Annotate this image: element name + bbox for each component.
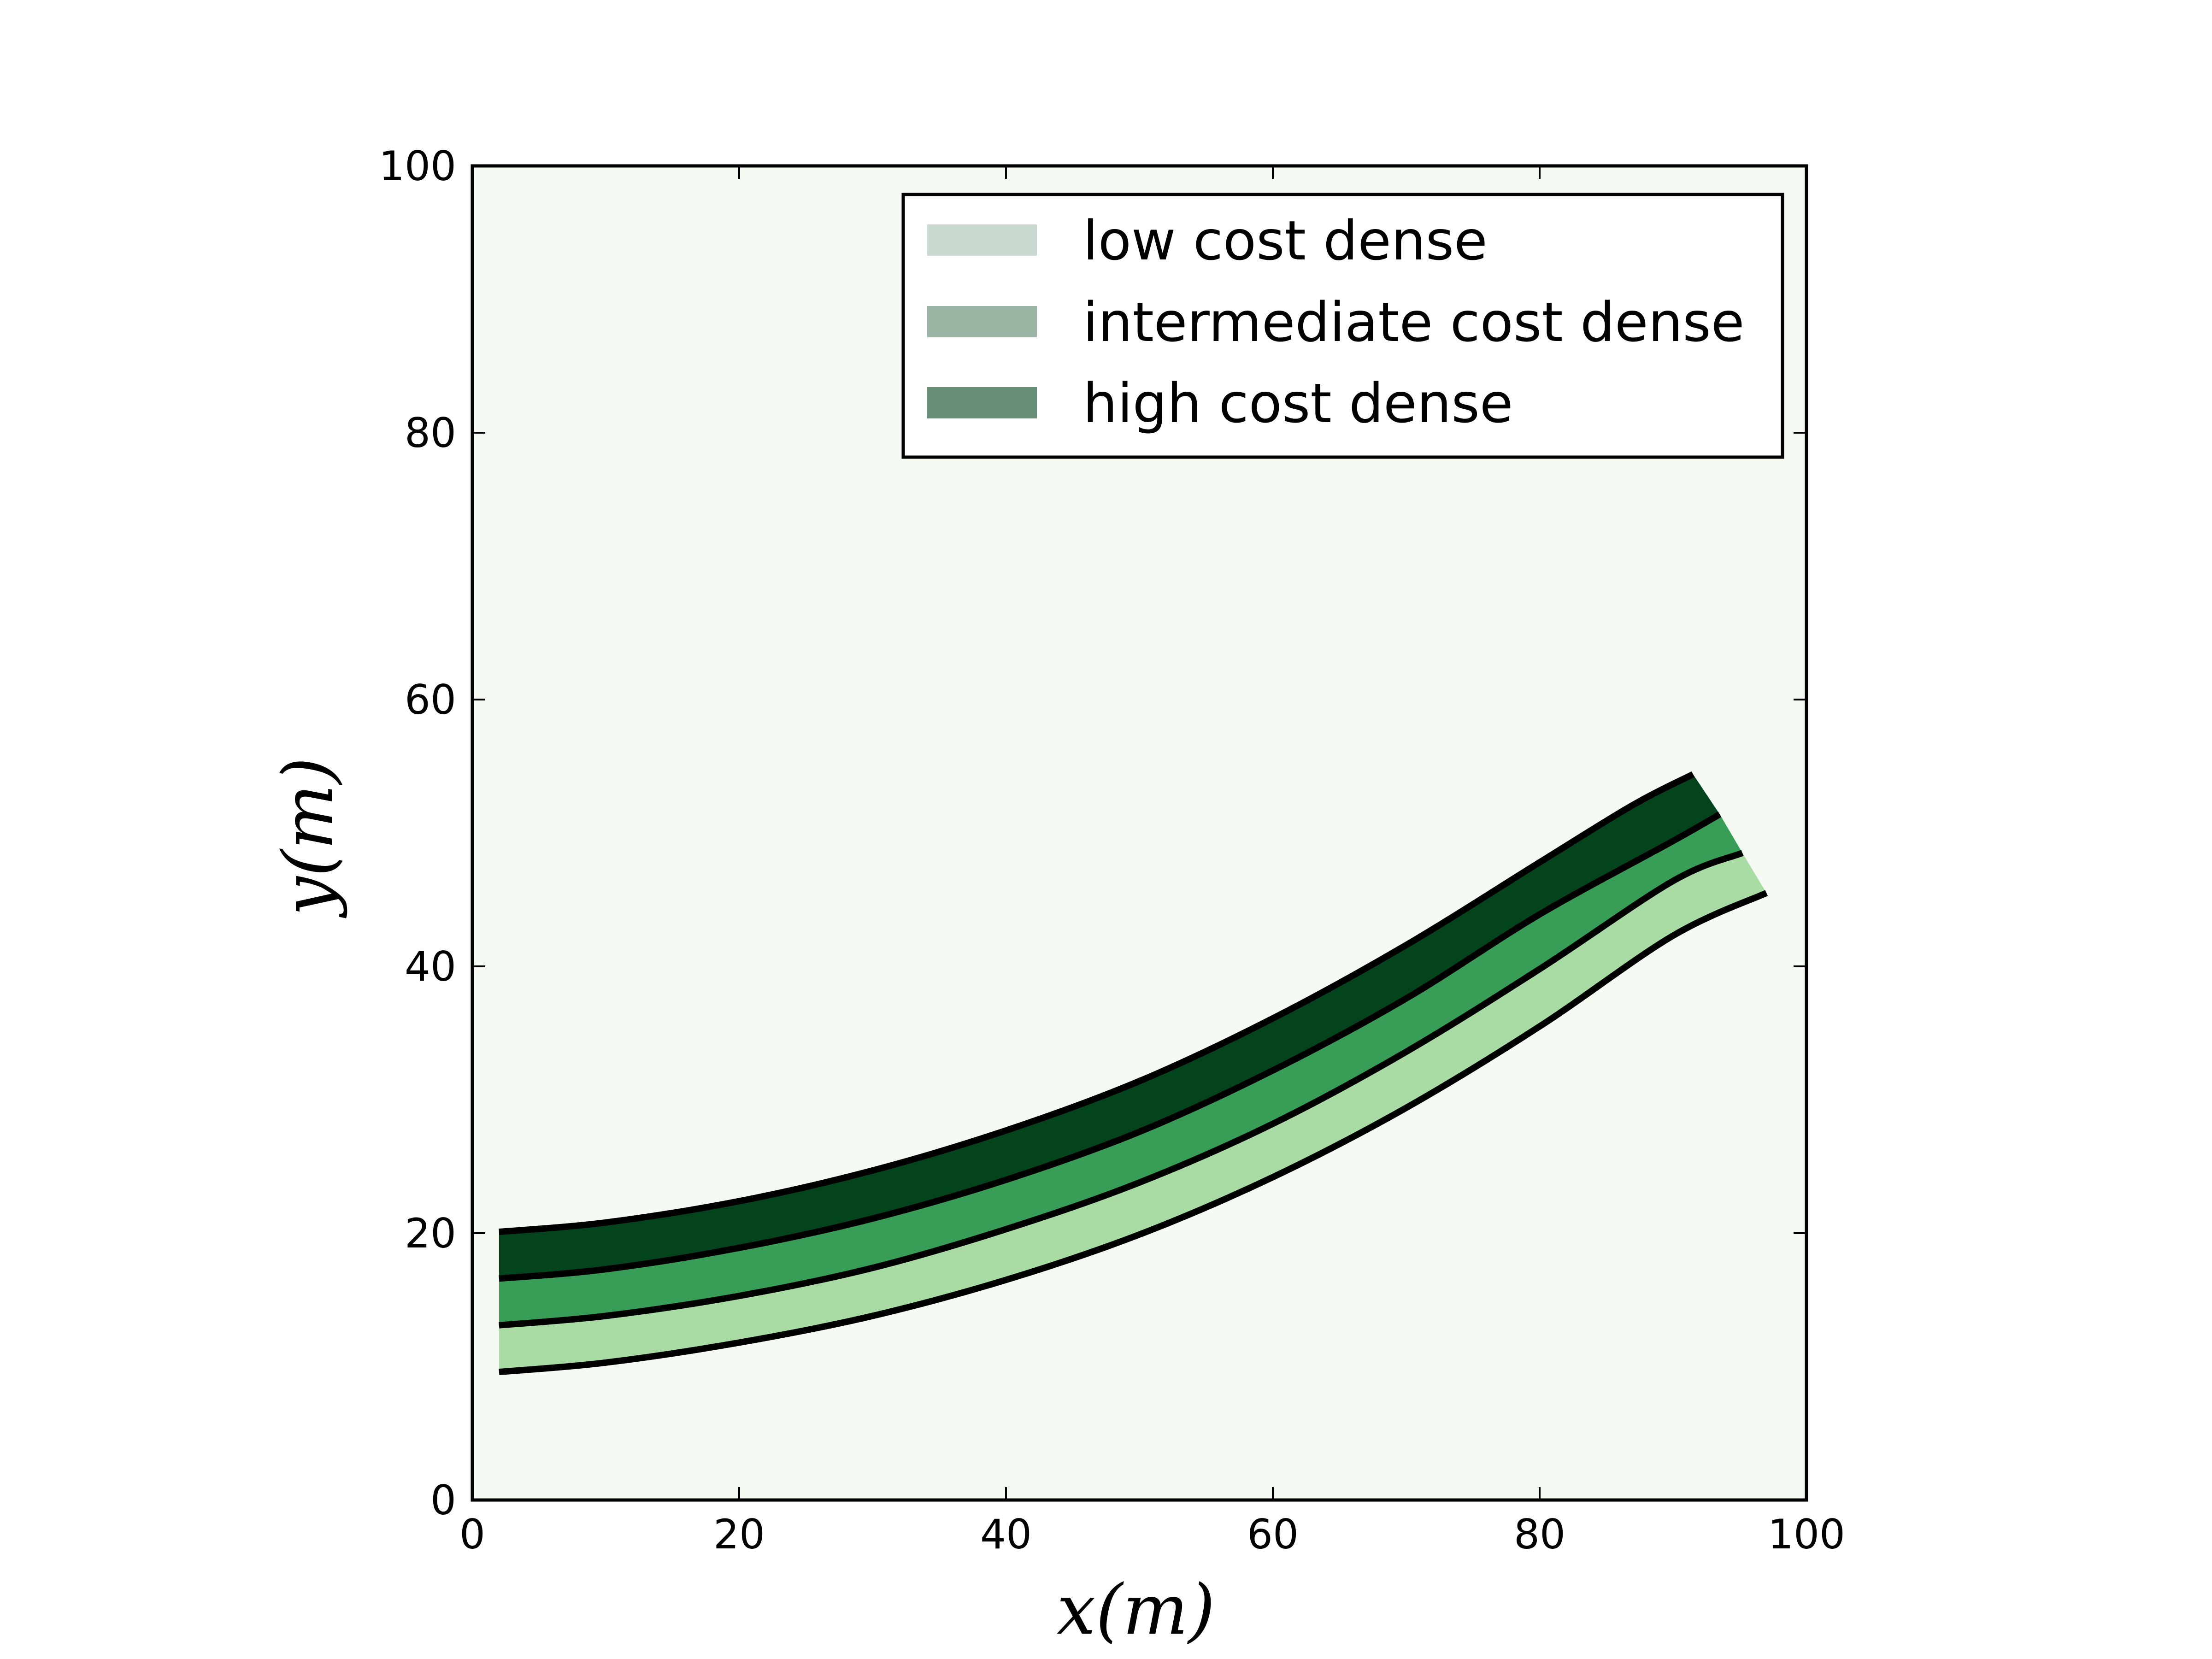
x-tick-label: 60: [1247, 1511, 1299, 1558]
y-tick-label: 20: [405, 1210, 456, 1257]
legend-label-high-cost: high cost dense: [1083, 371, 1513, 435]
x-tick-label: 80: [1514, 1511, 1565, 1558]
x-axis-label: x(m): [1057, 1570, 1215, 1650]
boundary-line-mid-upper: [499, 811, 1722, 1282]
legend-swatch-high-cost: [927, 387, 1037, 418]
boundary-line-lower: [499, 890, 1768, 1376]
y-tick-label: 100: [379, 142, 456, 190]
band-1: [499, 814, 1743, 1325]
x-tick-label: 0: [459, 1511, 485, 1558]
legend-swatch-low-cost: [927, 224, 1037, 256]
legend-label-low-cost: low cost dense: [1083, 209, 1488, 272]
band-2: [499, 774, 1720, 1279]
legend-label-intermediate-cost: intermediate cost dense: [1083, 290, 1744, 354]
x-tick-label: 100: [1768, 1511, 1845, 1558]
boundary-line-upper: [499, 771, 1695, 1235]
x-tick-label: 40: [980, 1511, 1032, 1558]
y-tick-label: 40: [405, 943, 456, 990]
x-tick-label: 20: [713, 1511, 765, 1558]
legend: low cost dense intermediate cost dense h…: [901, 193, 1784, 459]
boundary-line-mid-lower: [499, 850, 1744, 1329]
boundary-lines-layer: [499, 771, 1768, 1376]
legend-swatch-intermediate-cost: [927, 306, 1037, 337]
ticks-layer: [471, 165, 1807, 1501]
y-tick-label: 0: [430, 1477, 456, 1524]
y-tick-label: 80: [405, 409, 456, 457]
plot-frame: [471, 164, 1808, 1502]
legend-frame: [901, 193, 1784, 459]
y-tick-label: 60: [405, 676, 456, 724]
tick-labels-layer: 0 20 40 60 80 100 0 20 40 60 80 100: [379, 142, 1845, 1558]
y-axis-label: y(m): [268, 757, 348, 918]
